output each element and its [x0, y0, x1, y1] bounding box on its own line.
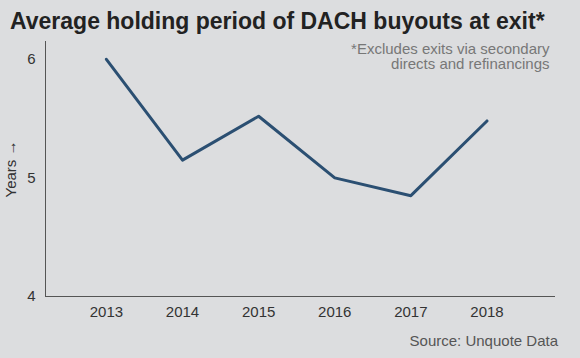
- svg-text:*Excludes exits via secondaryd: *Excludes exits via secondarydirects and…: [351, 40, 550, 72]
- svg-text:6: 6: [27, 50, 35, 67]
- svg-text:2018: 2018: [470, 303, 503, 320]
- svg-text:2015: 2015: [242, 303, 275, 320]
- html-text:Average holding period of DACH: Average holding period of DACH buyouts a…: [10, 8, 545, 34]
- svg-text:2016: 2016: [318, 303, 351, 320]
- svg-text:2017: 2017: [394, 303, 427, 320]
- svg-text:5: 5: [27, 169, 35, 186]
- svg-text:Years →: Years →: [2, 141, 19, 198]
- html-text:Source: Unquote Data: Source: Unquote Data: [409, 332, 558, 349]
- svg-text:4: 4: [27, 287, 35, 304]
- svg-text:2013: 2013: [90, 303, 123, 320]
- svg-text:2014: 2014: [166, 303, 199, 320]
